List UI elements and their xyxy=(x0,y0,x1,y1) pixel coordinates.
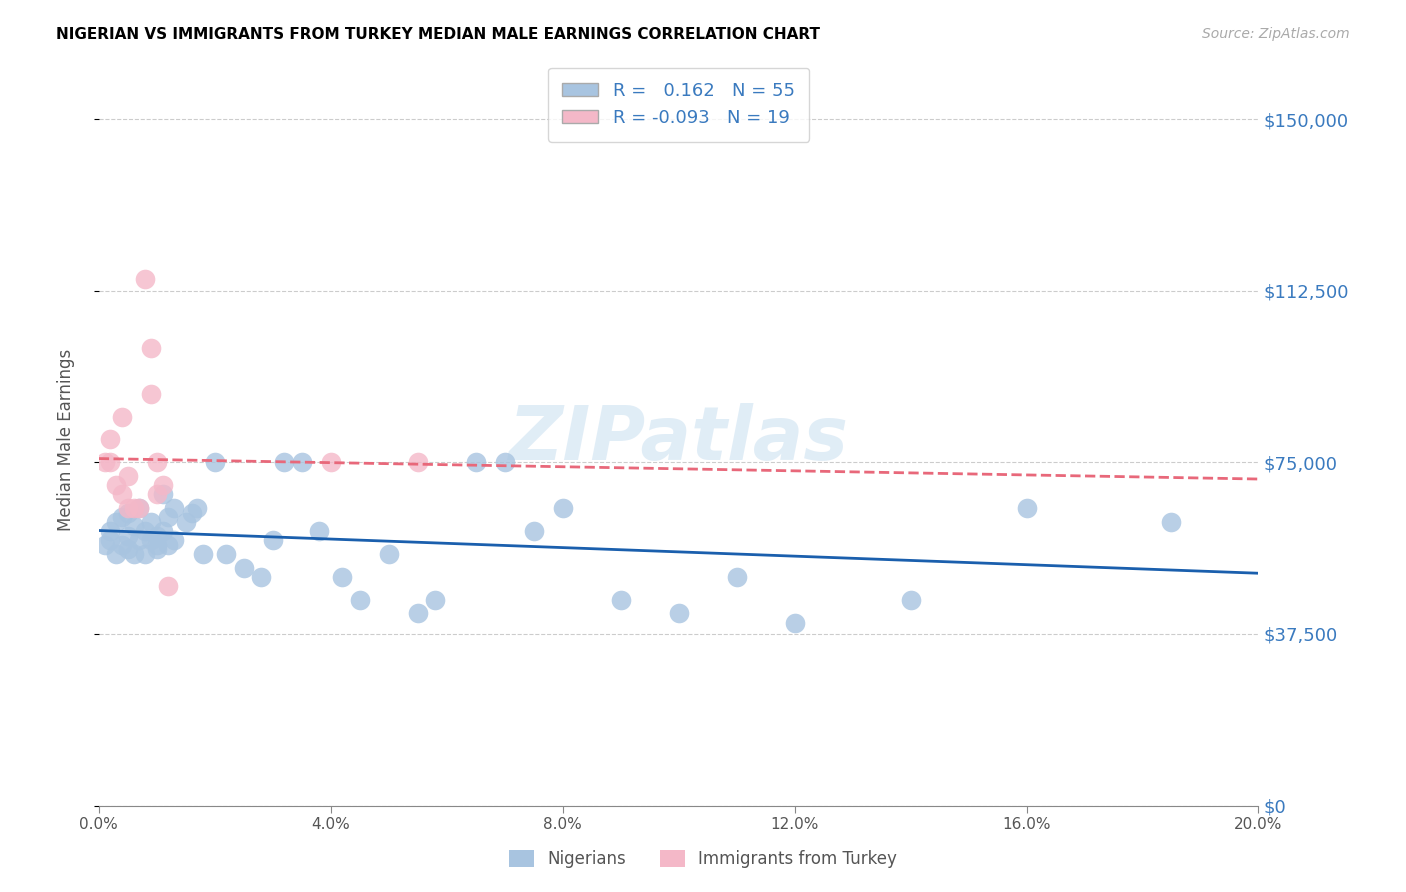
Point xyxy=(134,524,156,538)
Point xyxy=(105,547,128,561)
Point xyxy=(406,607,429,621)
Point xyxy=(134,547,156,561)
Point xyxy=(232,560,254,574)
Point xyxy=(186,501,208,516)
Point xyxy=(146,542,169,557)
Point xyxy=(93,455,115,469)
Point xyxy=(93,538,115,552)
Point xyxy=(464,455,486,469)
Point xyxy=(100,524,122,538)
Point xyxy=(111,538,134,552)
Point xyxy=(111,510,134,524)
Text: Source: ZipAtlas.com: Source: ZipAtlas.com xyxy=(1202,27,1350,41)
Point xyxy=(152,487,174,501)
Point xyxy=(377,547,399,561)
Point xyxy=(273,455,295,469)
Point xyxy=(128,533,150,548)
Legend: Nigerians, Immigrants from Turkey: Nigerians, Immigrants from Turkey xyxy=(502,843,904,875)
Point xyxy=(308,524,330,538)
Point xyxy=(423,592,446,607)
Point xyxy=(551,501,574,516)
Point xyxy=(152,524,174,538)
Point xyxy=(191,547,214,561)
Point xyxy=(250,570,273,584)
Point xyxy=(117,528,139,542)
Point xyxy=(157,538,180,552)
Point xyxy=(163,501,186,516)
Point xyxy=(139,341,162,355)
Point xyxy=(157,579,180,593)
Point xyxy=(100,433,122,447)
Point xyxy=(117,501,139,516)
Point xyxy=(319,455,342,469)
Point xyxy=(609,592,631,607)
Y-axis label: Median Male Earnings: Median Male Earnings xyxy=(58,348,75,531)
Point xyxy=(122,501,145,516)
Point xyxy=(204,455,226,469)
Legend: R =   0.162   N = 55, R = -0.093   N = 19: R = 0.162 N = 55, R = -0.093 N = 19 xyxy=(548,68,810,142)
Point xyxy=(111,409,134,424)
Point xyxy=(291,455,314,469)
Point xyxy=(139,533,162,548)
Point xyxy=(783,615,806,630)
Text: NIGERIAN VS IMMIGRANTS FROM TURKEY MEDIAN MALE EARNINGS CORRELATION CHART: NIGERIAN VS IMMIGRANTS FROM TURKEY MEDIA… xyxy=(56,27,820,42)
Point xyxy=(134,272,156,286)
Point xyxy=(494,455,516,469)
Point xyxy=(122,547,145,561)
Point xyxy=(523,524,546,538)
Point xyxy=(111,487,134,501)
Point xyxy=(406,455,429,469)
Point xyxy=(1015,501,1038,516)
Point xyxy=(146,455,169,469)
Point xyxy=(146,528,169,542)
Point xyxy=(900,592,922,607)
Point xyxy=(139,386,162,401)
Point xyxy=(128,501,150,516)
Point xyxy=(174,515,197,529)
Point xyxy=(1160,515,1182,529)
Point xyxy=(128,501,150,516)
Point xyxy=(349,592,371,607)
Point xyxy=(215,547,238,561)
Point xyxy=(117,542,139,557)
Text: ZIPatlas: ZIPatlas xyxy=(509,403,849,476)
Point xyxy=(725,570,748,584)
Point xyxy=(163,533,186,548)
Point xyxy=(100,455,122,469)
Point xyxy=(100,533,122,548)
Point xyxy=(152,478,174,492)
Point xyxy=(146,538,169,552)
Point xyxy=(122,519,145,533)
Point xyxy=(146,487,169,501)
Point xyxy=(157,510,180,524)
Point xyxy=(180,506,202,520)
Point xyxy=(105,478,128,492)
Point xyxy=(117,469,139,483)
Point xyxy=(668,607,690,621)
Point xyxy=(262,533,284,548)
Point xyxy=(117,506,139,520)
Point xyxy=(139,515,162,529)
Point xyxy=(105,515,128,529)
Point xyxy=(330,570,353,584)
